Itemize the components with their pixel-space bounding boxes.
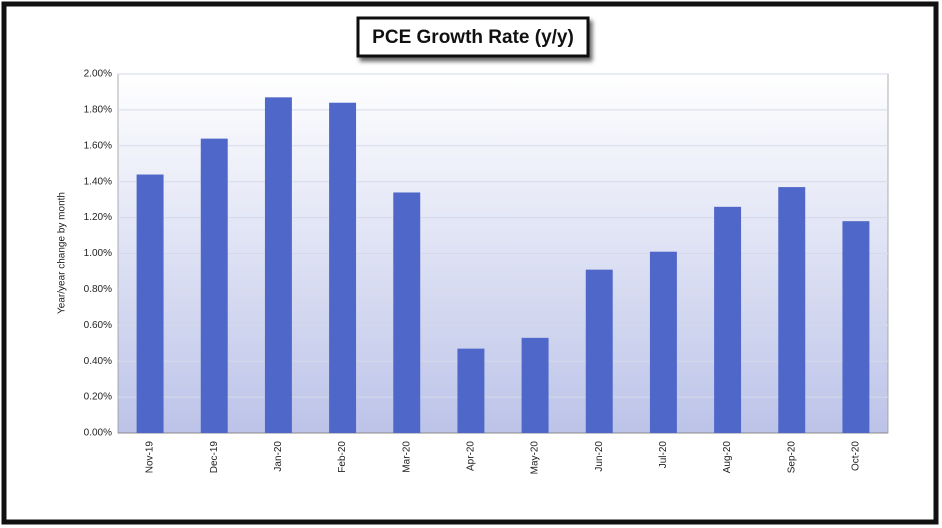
y-tick-label: 1.40%	[84, 176, 112, 187]
x-tick-label: Sep-20	[786, 441, 797, 474]
bar	[200, 138, 228, 433]
bar	[521, 337, 549, 433]
y-tick-label: 0.00%	[84, 428, 112, 439]
y-tick-label: 0.80%	[84, 284, 112, 295]
bar	[585, 269, 613, 433]
y-tick-label: 2.00%	[84, 69, 112, 80]
chart-title: PCE Growth Rate (y/y)	[372, 27, 574, 48]
x-tick-label: Feb-20	[337, 441, 348, 473]
y-tick-label: 0.60%	[84, 320, 112, 331]
y-axis-label: Year/year change by month	[57, 192, 68, 314]
bar	[457, 348, 485, 433]
x-tick-label: Oct-20	[851, 441, 862, 471]
y-tick-label: 1.60%	[84, 140, 112, 151]
bar	[778, 187, 806, 433]
bar	[842, 221, 870, 433]
bar	[329, 102, 357, 433]
x-tick-label: Mar-20	[401, 441, 412, 473]
title-box	[356, 16, 590, 58]
bar	[649, 251, 677, 433]
y-tick-label: 0.20%	[84, 392, 112, 403]
bar	[136, 174, 164, 433]
x-tick-label: Jun-20	[594, 441, 605, 472]
x-tick-label: Aug-20	[722, 441, 733, 474]
x-tick-label: Jan-20	[273, 441, 284, 472]
x-tick-label: Jul-20	[658, 441, 669, 469]
y-tick-label: 0.40%	[84, 356, 112, 367]
y-tick-label: 1.00%	[84, 248, 112, 259]
y-tick-label: 1.20%	[84, 212, 112, 223]
x-tick-label: Nov-19	[145, 441, 156, 474]
bar	[264, 97, 292, 434]
x-tick-label: May-20	[530, 441, 541, 475]
x-tick-label: Dec-19	[209, 441, 220, 474]
bar	[393, 192, 421, 433]
bar	[714, 206, 742, 433]
x-tick-label: Apr-20	[466, 441, 477, 471]
y-tick-label: 1.80%	[84, 105, 112, 116]
